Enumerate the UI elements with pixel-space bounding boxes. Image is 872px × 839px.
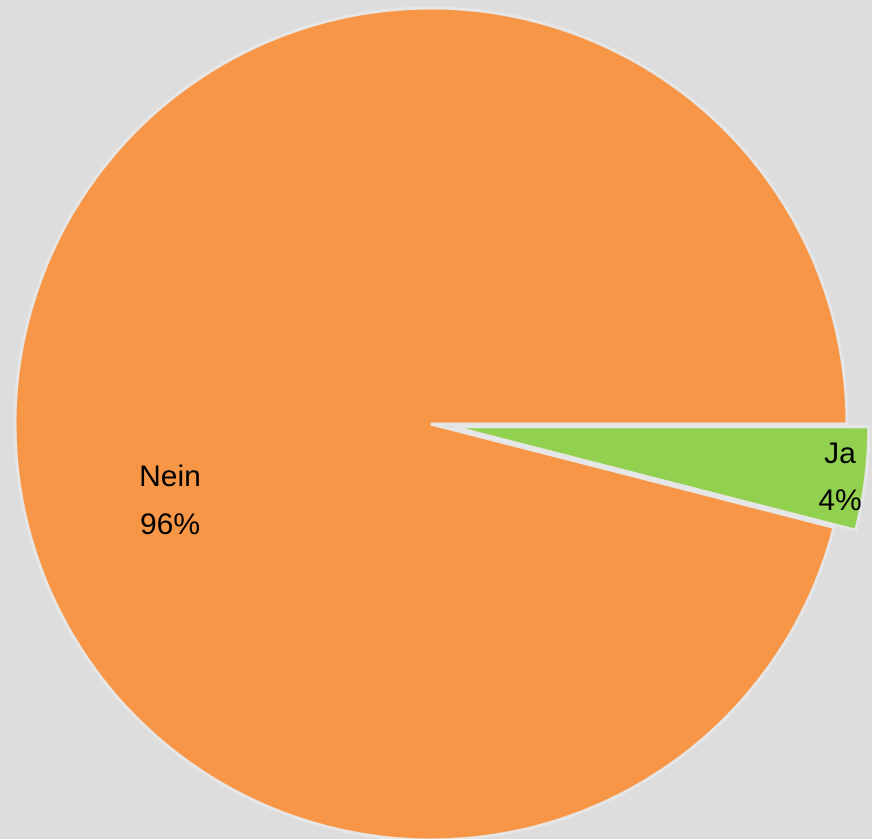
slice-category-label: Ja	[824, 437, 856, 470]
slice-value-label: 96%	[140, 508, 200, 541]
pie-slice	[13, 6, 849, 839]
slice-value-label: 4%	[818, 484, 861, 517]
pie-slice	[452, 425, 871, 533]
slice-category-label: Nein	[139, 460, 201, 493]
